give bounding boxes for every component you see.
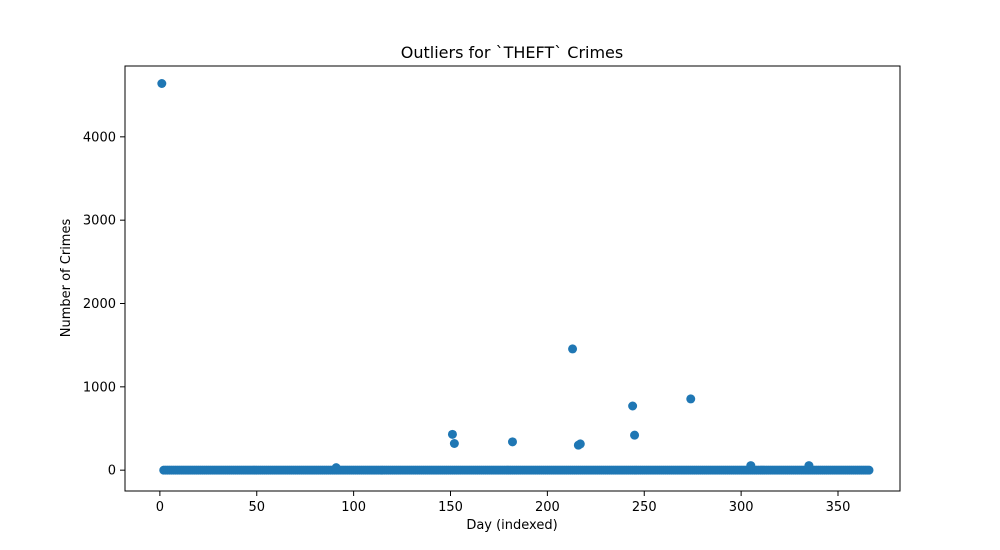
data-point (864, 465, 874, 475)
x-tick-label: 100 (341, 500, 366, 515)
x-tick-label: 200 (535, 500, 560, 515)
x-tick-label: 150 (438, 500, 463, 515)
data-point-outlier (630, 430, 640, 440)
x-tick-label: 250 (632, 500, 657, 515)
ticks-layer: 0 50 100 150 200 250 300 350 0 1000 2000 3000 4000 (83, 130, 851, 515)
data-point-outlier (568, 344, 578, 354)
data-point-outlier (447, 429, 457, 439)
y-tick-label: 4000 (83, 130, 116, 145)
y-tick-label: 1000 (83, 380, 116, 395)
x-tick-label: 50 (248, 500, 265, 515)
x-tick-label: 300 (729, 500, 754, 515)
x-axis-title: Day (indexed) (466, 518, 557, 533)
y-axis-title: Number of Crimes (59, 219, 74, 338)
data-point-outlier (746, 461, 756, 471)
data-point-outlier (686, 394, 696, 404)
data-point-outlier (157, 79, 167, 88)
data-point-outlier (508, 437, 517, 447)
y-tick-label: 2000 (83, 297, 116, 312)
y-tick-label: 0 (108, 464, 116, 479)
x-tick-label: 0 (156, 500, 164, 515)
data-point-outlier (575, 439, 585, 449)
data-point-outlier (331, 463, 341, 473)
plot-frame (124, 65, 901, 492)
x-tick-label: 350 (826, 500, 851, 515)
y-tick-label: 3000 (83, 214, 116, 229)
data-point-outlier (628, 401, 638, 411)
chart-title: Outliers for `THEFT` Crimes (401, 43, 623, 62)
data-point-outlier (804, 461, 814, 471)
points-layer (157, 79, 874, 475)
data-point-outlier (449, 439, 459, 448)
